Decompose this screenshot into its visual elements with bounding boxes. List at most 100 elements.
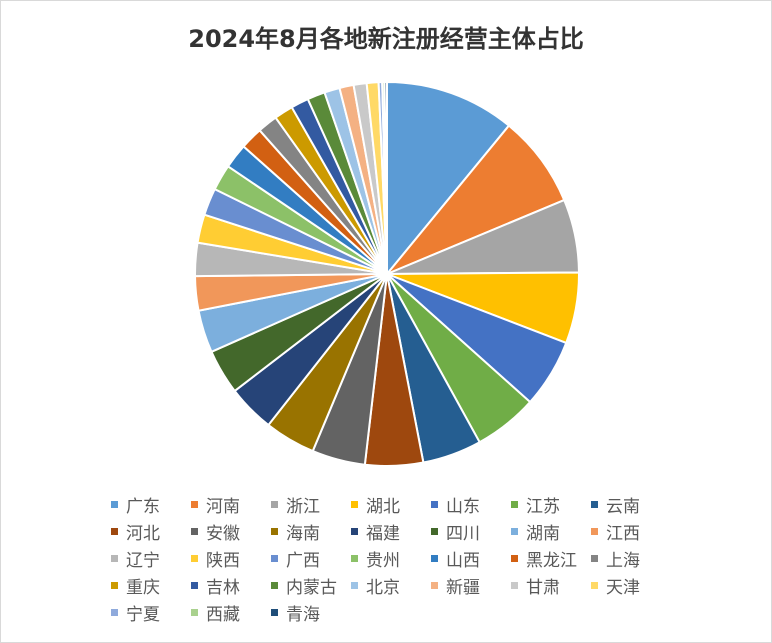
legend-label: 北京: [366, 578, 400, 598]
legend-item-29: 西藏: [191, 601, 271, 625]
legend-swatch: [271, 609, 278, 616]
chart-title: 2024年8月各地新注册经营主体占比: [188, 25, 584, 53]
legend-swatch: [191, 501, 198, 508]
legend-item-3: 湖北: [351, 493, 431, 517]
legend-swatch: [191, 582, 198, 589]
legend-item-26: 甘肃: [511, 574, 591, 598]
legend-label: 上海: [606, 551, 640, 571]
legend-item-14: 辽宁: [111, 547, 191, 571]
legend-label: 云南: [606, 497, 640, 517]
legend-item-7: 河北: [111, 520, 191, 544]
legend-label: 江西: [606, 524, 640, 544]
legend-swatch: [351, 528, 358, 535]
pie-slice-30: [383, 80, 388, 275]
legend-swatch: [511, 582, 518, 589]
legend-item-17: 贵州: [351, 547, 431, 571]
legend-label: 甘肃: [526, 578, 560, 598]
legend-item-27: 天津: [591, 574, 671, 598]
legend-swatch: [191, 609, 198, 616]
legend-label: 陕西: [206, 551, 240, 571]
legend-swatch: [511, 555, 518, 562]
legend-item-5: 江苏: [511, 493, 591, 517]
legend-swatch: [271, 501, 278, 508]
legend-swatch: [591, 501, 598, 508]
legend-label: 福建: [366, 524, 400, 544]
legend-label: 青海: [286, 605, 320, 625]
legend-item-24: 北京: [351, 574, 431, 598]
legend-item-15: 陕西: [191, 547, 271, 571]
legend-item-9: 海南: [271, 520, 351, 544]
legend-swatch: [431, 528, 438, 535]
legend-swatch: [591, 582, 598, 589]
legend-swatch: [271, 555, 278, 562]
pie-slice-1: [386, 124, 566, 275]
legend-swatch: [271, 528, 278, 535]
legend-item-21: 重庆: [111, 574, 191, 598]
legend-swatch: [111, 609, 118, 616]
legend-item-2: 浙江: [271, 493, 351, 517]
legend-label: 浙江: [286, 497, 320, 517]
legend-label: 河南: [206, 497, 240, 517]
legend: 广东 河南 浙江 湖北 山东 江苏 云南河北 安徽 海南 福建 四川 湖南 江西辽宁 陕西 广西 贵州 山西 黑龙…: [111, 493, 671, 625]
legend-item-19: 黑龙江: [511, 547, 591, 571]
legend-swatch: [351, 555, 358, 562]
legend-item-23: 内蒙古: [271, 574, 351, 598]
legend-label: 贵州: [366, 551, 400, 571]
legend-item-12: 湖南: [511, 520, 591, 544]
legend-item-6: 云南: [591, 493, 671, 517]
legend-item-30: 青海: [271, 601, 351, 625]
legend-label: 山西: [446, 551, 480, 571]
legend-swatch: [111, 555, 118, 562]
legend-label: 天津: [606, 578, 640, 598]
legend-label: 江苏: [526, 497, 560, 517]
legend-swatch: [111, 501, 118, 508]
legend-swatch: [111, 582, 118, 589]
legend-label: 广西: [286, 551, 320, 571]
pie-chart: [193, 80, 580, 467]
legend-label: 新疆: [446, 578, 480, 598]
legend-item-11: 四川: [431, 520, 511, 544]
legend-swatch: [431, 501, 438, 508]
legend-swatch: [191, 555, 198, 562]
legend-swatch: [511, 528, 518, 535]
legend-label: 宁夏: [126, 605, 160, 625]
legend-label: 黑龙江: [526, 551, 577, 571]
legend-item-18: 山西: [431, 547, 511, 571]
legend-item-20: 上海: [591, 547, 671, 571]
legend-label: 安徽: [206, 524, 240, 544]
legend-label: 山东: [446, 497, 480, 517]
legend-swatch: [111, 528, 118, 535]
legend-label: 河北: [126, 524, 160, 544]
legend-item-10: 福建: [351, 520, 431, 544]
legend-label: 辽宁: [126, 551, 160, 571]
legend-item-13: 江西: [591, 520, 671, 544]
legend-item-16: 广西: [271, 547, 351, 571]
legend-swatch: [511, 501, 518, 508]
legend-swatch: [431, 555, 438, 562]
legend-swatch: [191, 528, 198, 535]
legend-item-1: 河南: [191, 493, 271, 517]
legend-item-4: 山东: [431, 493, 511, 517]
legend-item-22: 吉林: [191, 574, 271, 598]
legend-label: 湖南: [526, 524, 560, 544]
legend-label: 四川: [446, 524, 480, 544]
legend-label: 广东: [126, 497, 160, 517]
legend-item-0: 广东: [111, 493, 191, 517]
legend-label: 重庆: [126, 578, 160, 598]
legend-swatch: [591, 528, 598, 535]
legend-swatch: [591, 555, 598, 562]
pie-slice-0: [386, 80, 511, 277]
legend-label: 西藏: [206, 605, 240, 625]
legend-swatch: [431, 582, 438, 589]
legend-swatch: [351, 582, 358, 589]
legend-label: 内蒙古: [286, 578, 337, 598]
legend-item-8: 安徽: [191, 520, 271, 544]
legend-label: 湖北: [366, 497, 400, 517]
legend-label: 海南: [286, 524, 320, 544]
legend-item-28: 宁夏: [111, 601, 191, 625]
legend-swatch: [271, 582, 278, 589]
legend-item-25: 新疆: [431, 574, 511, 598]
legend-label: 吉林: [206, 578, 240, 598]
legend-swatch: [351, 501, 358, 508]
